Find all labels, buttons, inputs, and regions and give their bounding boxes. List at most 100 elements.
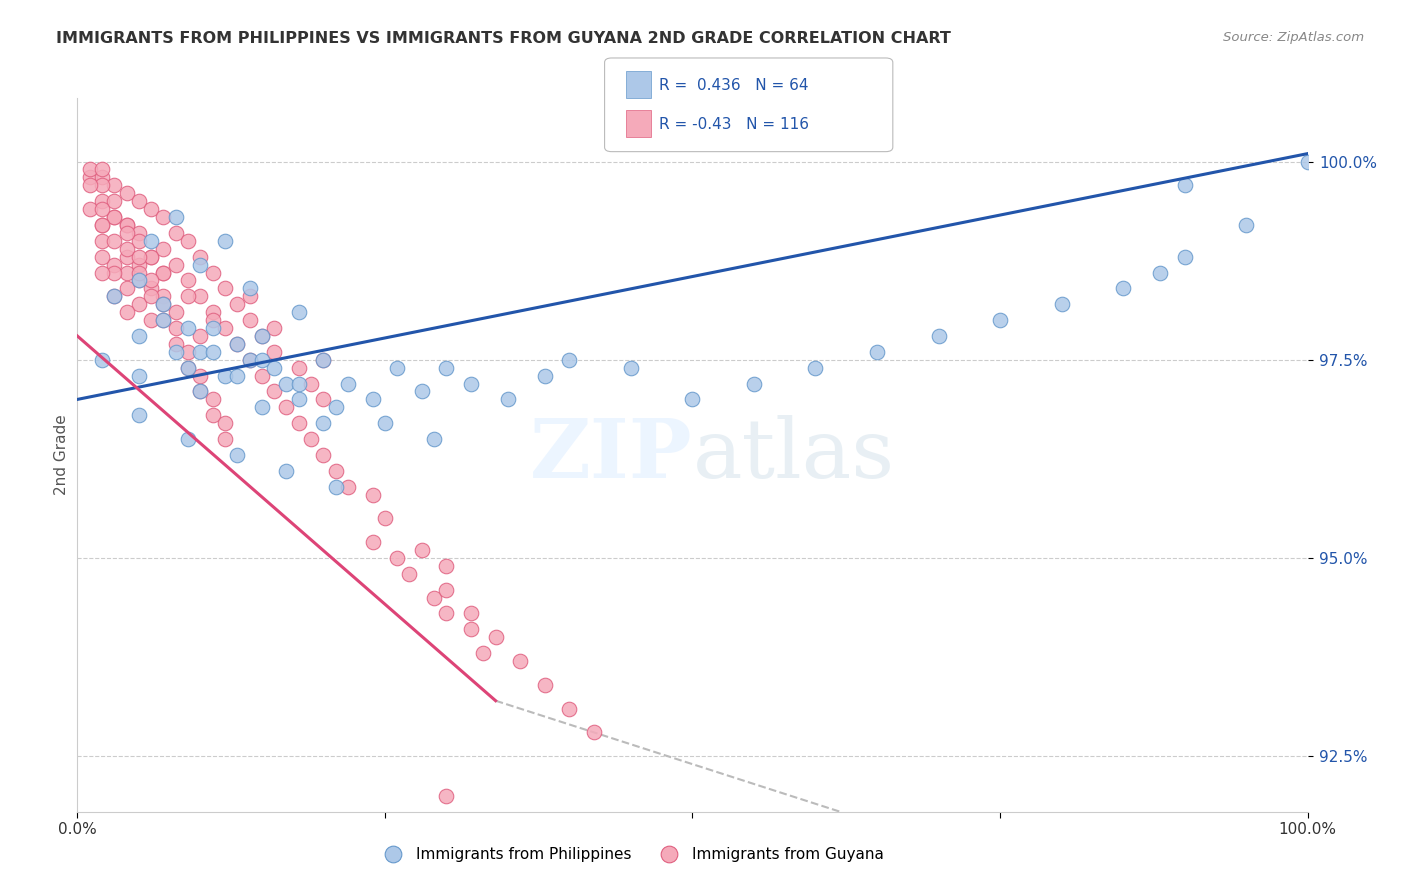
- Point: [312, 352, 335, 367]
- Point: [214, 432, 236, 446]
- Point: [288, 360, 311, 375]
- Point: [385, 551, 409, 566]
- Point: [128, 258, 150, 272]
- Point: [263, 360, 285, 375]
- Point: [250, 368, 273, 383]
- Point: [177, 360, 200, 375]
- Point: [485, 630, 508, 644]
- Point: [90, 202, 114, 216]
- Point: [361, 535, 384, 549]
- Point: [128, 234, 150, 248]
- Text: Source: ZipAtlas.com: Source: ZipAtlas.com: [1223, 31, 1364, 45]
- Point: [239, 352, 262, 367]
- Point: [115, 266, 138, 280]
- Point: [312, 352, 335, 367]
- Point: [288, 305, 311, 319]
- Point: [804, 360, 827, 375]
- Point: [325, 480, 347, 494]
- Point: [188, 368, 212, 383]
- Point: [79, 178, 101, 193]
- Point: [79, 202, 101, 216]
- Point: [250, 329, 273, 343]
- Point: [299, 432, 322, 446]
- Text: atlas: atlas: [693, 415, 894, 495]
- Point: [436, 582, 458, 597]
- Point: [534, 368, 557, 383]
- Point: [165, 344, 187, 359]
- Point: [436, 558, 458, 573]
- Text: R = -0.43   N = 116: R = -0.43 N = 116: [659, 117, 810, 132]
- Point: [534, 678, 557, 692]
- Point: [115, 305, 138, 319]
- Point: [188, 250, 212, 264]
- Point: [103, 210, 125, 224]
- Point: [165, 321, 187, 335]
- Point: [201, 266, 224, 280]
- Point: [103, 178, 125, 193]
- Point: [276, 464, 298, 478]
- Point: [374, 511, 396, 525]
- Point: [90, 266, 114, 280]
- Point: [1050, 297, 1073, 311]
- Point: [90, 218, 114, 232]
- Point: [188, 329, 212, 343]
- Point: [103, 289, 125, 303]
- Point: [188, 289, 212, 303]
- Point: [201, 321, 224, 335]
- Point: [128, 266, 150, 280]
- Point: [460, 376, 482, 391]
- Point: [423, 432, 446, 446]
- Point: [239, 352, 262, 367]
- Point: [115, 218, 138, 232]
- Point: [79, 162, 101, 177]
- Point: [374, 416, 396, 430]
- Point: [239, 289, 262, 303]
- Point: [1149, 266, 1171, 280]
- Point: [226, 337, 249, 351]
- Point: [201, 392, 224, 407]
- Point: [128, 194, 150, 209]
- Point: [436, 789, 458, 803]
- Point: [115, 186, 138, 201]
- Point: [188, 344, 212, 359]
- Point: [90, 194, 114, 209]
- Point: [214, 234, 236, 248]
- Point: [103, 234, 125, 248]
- Point: [325, 401, 347, 415]
- Point: [152, 297, 174, 311]
- Point: [682, 392, 704, 407]
- Point: [472, 646, 495, 660]
- Point: [385, 360, 409, 375]
- Point: [141, 250, 163, 264]
- Point: [250, 401, 273, 415]
- Point: [866, 344, 889, 359]
- Point: [436, 607, 458, 621]
- Point: [152, 289, 174, 303]
- Point: [214, 368, 236, 383]
- Point: [90, 218, 114, 232]
- Point: [115, 242, 138, 256]
- Point: [361, 392, 384, 407]
- Point: [177, 234, 200, 248]
- Point: [226, 368, 249, 383]
- Point: [201, 313, 224, 327]
- Point: [928, 329, 950, 343]
- Point: [177, 321, 200, 335]
- Point: [177, 289, 200, 303]
- Point: [496, 392, 519, 407]
- Point: [201, 344, 224, 359]
- Point: [128, 329, 150, 343]
- Point: [988, 313, 1011, 327]
- Point: [115, 218, 138, 232]
- Point: [226, 337, 249, 351]
- Point: [312, 448, 335, 462]
- Point: [411, 384, 433, 399]
- Point: [128, 368, 150, 383]
- Point: [141, 250, 163, 264]
- Point: [583, 725, 606, 739]
- Point: [177, 344, 200, 359]
- Point: [165, 258, 187, 272]
- Point: [337, 376, 360, 391]
- Text: R =  0.436   N = 64: R = 0.436 N = 64: [659, 78, 808, 93]
- Point: [1112, 281, 1135, 295]
